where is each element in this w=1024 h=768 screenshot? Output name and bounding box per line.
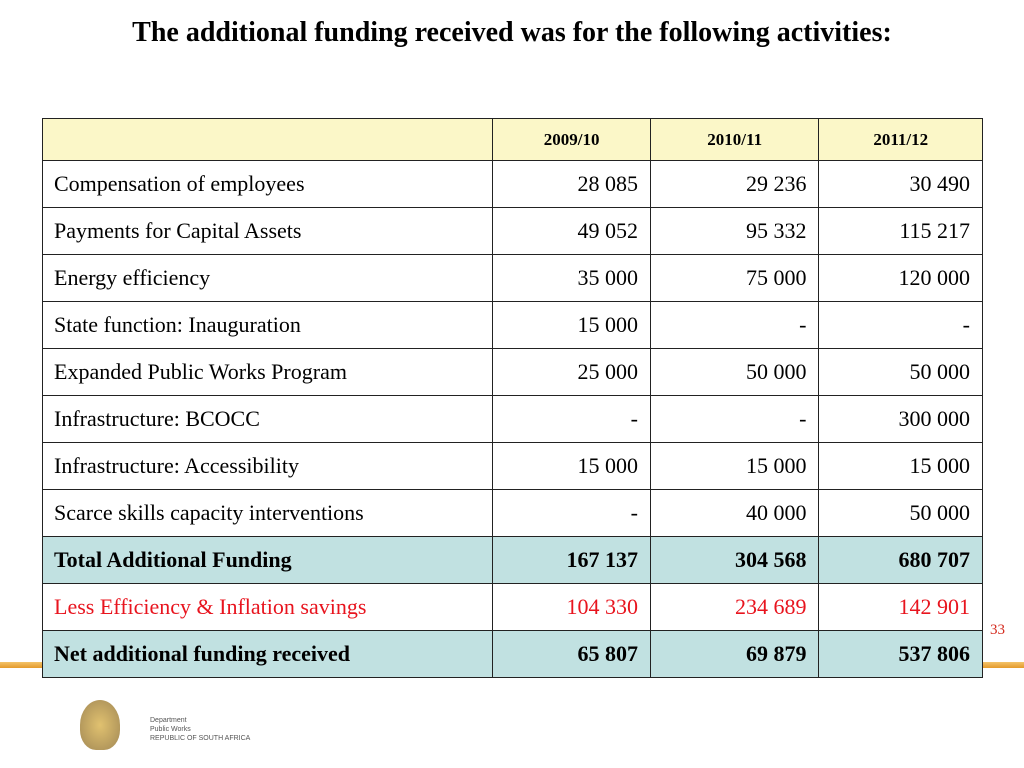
value-cell: - bbox=[492, 489, 651, 537]
logo-line: REPUBLIC OF SOUTH AFRICA bbox=[150, 735, 251, 742]
logo-text: Department Public Works REPUBLIC OF SOUTH … bbox=[150, 716, 250, 743]
label-cell: Payments for Capital Assets bbox=[41, 207, 494, 255]
label-cell: Compensation of employees bbox=[41, 160, 494, 208]
value-cell: 300 000 bbox=[818, 395, 983, 443]
label-cell: Less Efficiency & Inflation savings bbox=[41, 583, 494, 631]
value-cell: 29 236 bbox=[649, 160, 820, 208]
header-cell: 2011/12 bbox=[818, 118, 983, 161]
table-row: Less Efficiency & Inflation savings 104 3… bbox=[41, 583, 983, 631]
table-row: Infrastructure: Accessibility 15 000 15 00… bbox=[41, 442, 983, 490]
value-cell: - bbox=[818, 301, 983, 349]
value-cell: 15 000 bbox=[818, 442, 983, 490]
value-cell: 234 689 bbox=[649, 583, 820, 631]
page-number: 33 bbox=[990, 622, 1005, 638]
value-cell: 104 330 bbox=[492, 583, 651, 631]
value-cell: 115 217 bbox=[818, 207, 983, 255]
title: The additional funding received was for … bbox=[132, 17, 892, 48]
value-cell: 49 052 bbox=[492, 207, 651, 255]
header-cell: 2009/10 bbox=[492, 118, 651, 161]
table-row: Total Additional Funding 167 137 304 568 68… bbox=[41, 536, 983, 584]
value-cell: 680 707 bbox=[818, 536, 983, 584]
value-cell: 95 332 bbox=[649, 207, 820, 255]
label-cell: Net additional funding received bbox=[41, 630, 494, 678]
label-cell: Scarce skills capacity interventions bbox=[41, 489, 494, 537]
value-cell: 15 000 bbox=[492, 301, 651, 349]
header-row: 2009/10 2010/11 2011/12 bbox=[41, 118, 983, 161]
label-cell: Expanded Public Works Program bbox=[41, 348, 494, 396]
value-cell: 65 807 bbox=[492, 630, 651, 678]
logo-line: Public Works bbox=[150, 726, 191, 733]
value-cell: 120 000 bbox=[818, 254, 983, 302]
emblem bbox=[80, 700, 120, 750]
value-cell: 15 000 bbox=[649, 442, 820, 490]
table-row: Compensation of employees 28 085 29 236 30 … bbox=[41, 160, 983, 208]
value-cell: 167 137 bbox=[492, 536, 651, 584]
table-row: Infrastructure: BCOCC - -300 000 bbox=[41, 395, 983, 443]
table-row: Scarce skills capacity interventions -40 … bbox=[41, 489, 983, 537]
table-row: Net additional funding received 65 807 69 … bbox=[41, 630, 983, 678]
label-cell: Total Additional Funding bbox=[41, 536, 494, 584]
table-row: Expanded Public Works Program 25 000 50 00… bbox=[41, 348, 983, 396]
value-cell: 30 490 bbox=[818, 160, 983, 208]
value-cell: 50 000 bbox=[818, 348, 983, 396]
value-cell: 28 085 bbox=[492, 160, 651, 208]
label-cell: Energy efficiency bbox=[41, 254, 494, 302]
header-cell bbox=[41, 118, 494, 161]
value-cell: 537 806 bbox=[818, 630, 983, 678]
value-cell: 15 000 bbox=[492, 442, 651, 490]
header-cell: 2010/11 bbox=[649, 118, 820, 161]
label-cell: Infrastructure: Accessibility bbox=[41, 442, 494, 490]
value-cell: 75 000 bbox=[649, 254, 820, 302]
label-cell: Infrastructure: BCOCC bbox=[41, 395, 494, 443]
logo: Department Public Works REPUBLIC OF SOUTH … bbox=[80, 690, 300, 760]
table-row: State function: Inauguration 15 000- - bbox=[41, 301, 983, 349]
value-cell: 69 879 bbox=[649, 630, 820, 678]
table-row: Payments for Capital Assets 49 052 95 332 1… bbox=[41, 207, 983, 255]
value-cell: 25 000 bbox=[492, 348, 651, 396]
label-cell: State function: Inauguration bbox=[41, 301, 494, 349]
value-cell: 50 000 bbox=[649, 348, 820, 396]
value-cell: 142 901 bbox=[818, 583, 983, 631]
value-cell: - bbox=[492, 395, 651, 443]
value-cell: - bbox=[649, 395, 820, 443]
value-cell: 35 000 bbox=[492, 254, 651, 302]
logo-line: Department bbox=[150, 717, 187, 724]
value-cell: 40 000 bbox=[649, 489, 820, 537]
value-cell: 50 000 bbox=[818, 489, 983, 537]
value-cell: - bbox=[649, 301, 820, 349]
value-cell: 304 568 bbox=[649, 536, 820, 584]
table-row: Energy efficiency 35 000 75 000 120 000 bbox=[41, 254, 983, 302]
funding-table: 2009/10 2010/11 2011/12 Compensation of emp… bbox=[41, 118, 983, 678]
